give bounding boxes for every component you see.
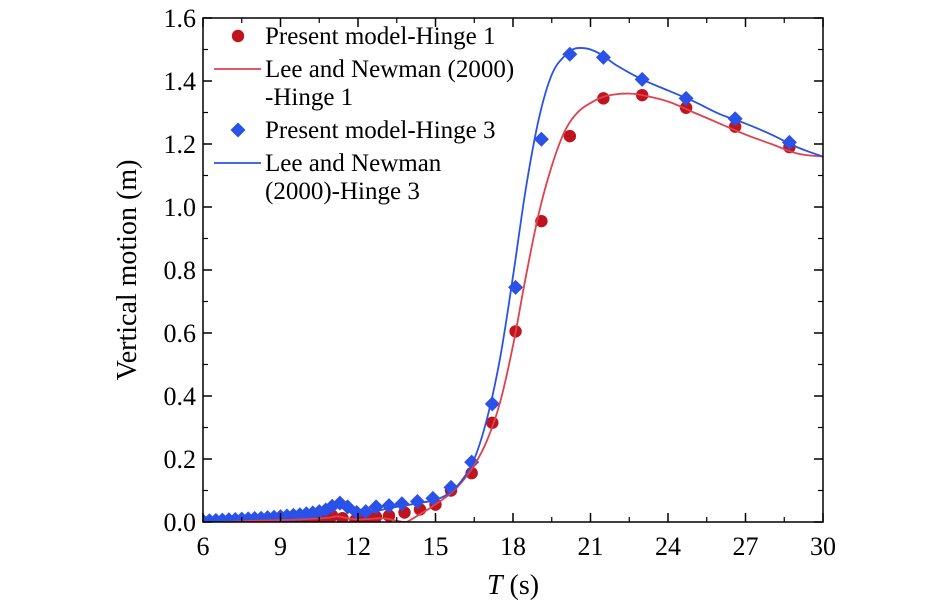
legend-item-2: Lee and Newman (2000)-Hinge 1 [214,56,514,111]
data-point-diamond [533,131,549,147]
x-tick-label: 21 [578,532,604,561]
legend-label: (2000)-Hinge 3 [265,178,420,205]
x-tick-label: 9 [274,532,287,561]
y-tick-label: 0.8 [164,256,197,285]
y-tick-label: 1.6 [164,4,197,33]
series-2-line [203,92,823,522]
legend-label: -Hinge 1 [265,84,353,111]
data-point-diamond [562,46,578,62]
y-tick-label: 0.6 [164,319,197,348]
legend-label: Present model-Hinge 1 [265,23,496,50]
x-tick-label: 6 [197,532,210,561]
x-axis-title-unit: (s) [503,570,540,601]
legend-label: Lee and Newman [265,150,442,177]
data-point-diamond [727,111,743,127]
data-point-diamond [443,479,459,495]
x-tick-label: 24 [655,532,681,561]
data-point-circle [563,129,577,143]
legend-item-3: Present model-Hinge 3 [230,117,496,144]
data-point-diamond [358,504,374,520]
x-tick-label: 18 [500,532,526,561]
x-axis-title-symbol: T [487,570,505,601]
x-tick-label: 15 [423,532,449,561]
y-tick-label: 0.0 [164,508,197,537]
series-4-line [203,47,823,522]
axes-layer: 6 9 12 15 18 21 24 27 30 0.0 0.2 0.4 0.6 0.8 1.0 1.2 1.4… [112,4,836,601]
x-axis-title: T (s) [487,570,539,601]
y-axis-title: Vertical motion (m) [112,160,143,381]
legend-marker-diamond [230,122,246,138]
legend-item-1: Present model-Hinge 1 [231,23,496,50]
legend: Present model-Hinge 1 Lee and Newman (200… [214,23,514,205]
legend-marker-circle [231,29,245,43]
data-point-diamond [409,494,425,510]
y-tick-label: 0.4 [164,382,197,411]
data-point-diamond [349,505,365,521]
legend-item-4: Lee and Newman(2000)-Hinge 3 [214,150,442,205]
data-point-diamond [484,396,500,412]
y-tick-label: 1.2 [164,130,197,159]
legend-label: Present model-Hinge 3 [265,117,496,144]
x-tick-label: 30 [810,532,836,561]
y-tick-label: 0.2 [164,445,197,474]
y-tick-label: 1.4 [164,67,197,96]
x-tick-label: 12 [345,532,371,561]
legend-label: Lee and Newman (2000) [265,56,514,83]
x-tick-label: 27 [733,532,759,561]
y-tick-label: 1.0 [164,193,197,222]
